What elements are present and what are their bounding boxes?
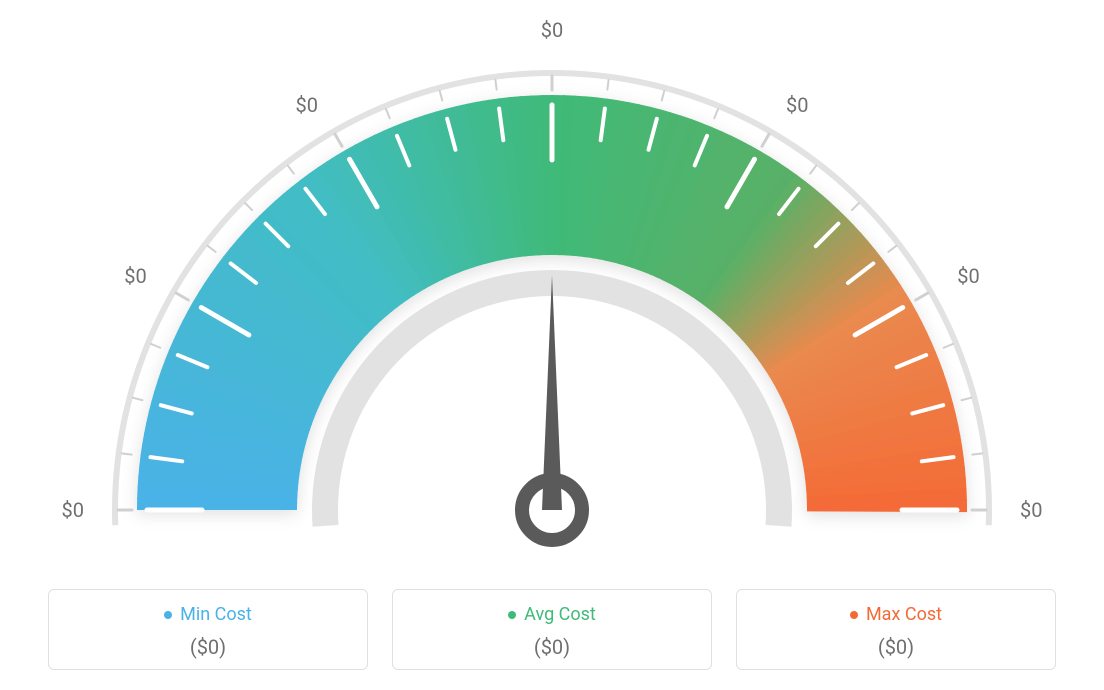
gauge-area: $0 $0 $0 $0 $0 $0 $0 (0, 0, 1104, 560)
legend-dot-icon (508, 611, 516, 619)
legend-dot-icon (164, 611, 172, 619)
cost-gauge-widget: $0$0$0$0$0$0$0 Min Cost($0)Avg Cost($0)M… (0, 0, 1104, 690)
legend-dot-icon (850, 611, 858, 619)
gauge-tick-label: $0 (1020, 498, 1042, 522)
legend-label: Max Cost (850, 604, 942, 625)
legend-value: ($0) (403, 635, 701, 659)
gauge-tick-label: $0 (786, 93, 808, 117)
gauge-tick-label: $0 (541, 18, 563, 42)
gauge-tick-label: $0 (62, 498, 84, 522)
gauge-svg (0, 0, 1104, 560)
legend-label-text: Avg Cost (524, 604, 596, 625)
gauge-tick-label: $0 (124, 264, 146, 288)
legend-row: Min Cost ($0) Avg Cost ($0) Max Cost ($0) (0, 589, 1104, 671)
gauge-tick-label: $0 (957, 264, 979, 288)
legend-card: Avg Cost ($0) (392, 589, 712, 671)
legend-card: Max Cost ($0) (736, 589, 1056, 671)
legend-label-text: Max Cost (866, 604, 942, 625)
legend-label-text: Min Cost (180, 604, 252, 625)
legend-value: ($0) (747, 635, 1045, 659)
legend-label: Min Cost (164, 604, 252, 625)
gauge-tick-label: $0 (296, 93, 318, 117)
legend-value: ($0) (59, 635, 357, 659)
legend-card: Min Cost ($0) (48, 589, 368, 671)
legend-label: Avg Cost (508, 604, 596, 625)
